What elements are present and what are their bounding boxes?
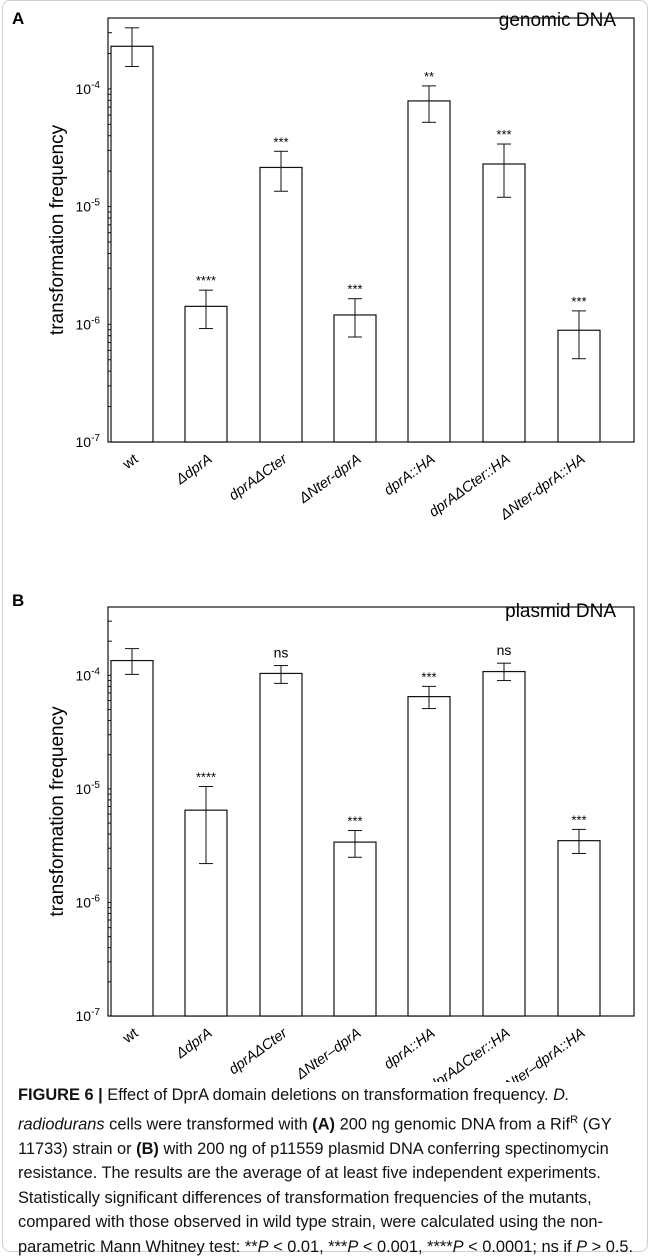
x-tick-label: dprAΔCter — [226, 1025, 291, 1078]
significance-label: *** — [347, 282, 362, 297]
significance-label: *** — [571, 294, 586, 309]
caption-text: < 0.0001; ns if — [463, 1238, 577, 1257]
y-tick-label: 10-5 — [76, 198, 101, 215]
significance-label: *** — [496, 127, 511, 142]
y-tick-label: 10-7 — [76, 1007, 101, 1024]
bar-4 — [407, 696, 451, 1017]
x-tick-label: dprA::HA — [381, 451, 438, 499]
error-bar-5 — [497, 662, 511, 682]
caption-p: P — [452, 1238, 464, 1257]
caption-text: with 200 ng of p11559 plasmid DNA confer… — [18, 1139, 609, 1257]
caption-text: < 0.01, *** — [268, 1238, 348, 1257]
significance-label: *** — [421, 669, 436, 684]
bar-0 — [110, 659, 154, 1017]
caption-p: P — [257, 1238, 269, 1257]
x-tick-label: dprAΔCter::HA — [426, 1025, 513, 1082]
error-bar-2 — [274, 150, 288, 192]
panel-annotation: genomic DNA — [499, 10, 617, 31]
significance-label: *** — [347, 814, 362, 829]
error-bar-3 — [348, 830, 362, 858]
error-bar-3 — [348, 298, 362, 338]
bar-3 — [333, 841, 377, 1017]
caption-text: 200 ng genomic DNA from a Rif — [335, 1115, 571, 1134]
caption-text: (GY 11733) strain or — [18, 1115, 612, 1158]
significance-label: **** — [196, 770, 216, 785]
significance-label: ns — [274, 645, 289, 661]
bar-2 — [259, 672, 303, 1017]
error-bar-4 — [422, 685, 436, 710]
x-tick-label: dprA::HA — [381, 1025, 438, 1073]
significance-label: ** — [424, 69, 434, 84]
y-tick-label: 10-6 — [76, 893, 101, 910]
y-tick-label: 10-4 — [76, 666, 101, 683]
y-tick-label: 10-5 — [76, 780, 101, 797]
y-axis-label: transformation frequency — [47, 706, 68, 917]
y-axis-label: transformation frequency — [47, 124, 68, 335]
y-tick-label: 10-6 — [76, 315, 101, 332]
x-tick-label: ΔdprA — [172, 451, 215, 488]
x-tick-label: ΔNter–dprA — [293, 1025, 365, 1082]
x-tick-label: wt — [119, 451, 141, 473]
x-tick-label: dprAΔCter — [226, 451, 291, 504]
error-bar-2 — [274, 665, 288, 684]
bar-5 — [482, 670, 526, 1017]
bar-6 — [557, 840, 601, 1017]
caption-p: P — [347, 1238, 359, 1257]
figure-caption: FIGURE 6 | Effect of DprA domain deletio… — [18, 1083, 634, 1260]
significance-label: ns — [497, 642, 512, 658]
error-bar-4 — [422, 85, 436, 123]
error-bar-1 — [199, 786, 213, 865]
bar-5 — [482, 163, 526, 443]
significance-label: *** — [273, 134, 288, 149]
caption-label: FIGURE 6 | — [18, 1086, 103, 1104]
significance-label: **** — [196, 273, 216, 288]
caption-superscript: R — [570, 1113, 579, 1126]
bar-0 — [110, 45, 154, 443]
caption-text: > 0.5. — [587, 1238, 634, 1257]
caption-part-b: (B) — [136, 1139, 159, 1158]
x-tick-label: wt — [119, 1025, 141, 1047]
y-tick-label: 10-4 — [76, 80, 101, 97]
caption-p: P — [576, 1238, 588, 1257]
error-bar-0 — [125, 27, 139, 67]
caption-text: < 0.001, **** — [358, 1238, 453, 1257]
error-bar-6 — [572, 828, 586, 854]
bar-4 — [407, 100, 451, 443]
caption-species: D. radiodurans — [18, 1086, 570, 1134]
caption-part-a: (A) — [312, 1115, 336, 1134]
error-bar-6 — [572, 310, 586, 360]
x-tick-label: ΔNter-dprA — [296, 451, 365, 507]
error-bar-1 — [199, 289, 213, 330]
y-tick-label: 10-7 — [76, 433, 101, 450]
error-bar-0 — [125, 648, 139, 675]
significance-label: *** — [571, 812, 586, 827]
x-tick-label: ΔdprA — [172, 1025, 215, 1062]
panel-annotation: plasmid DNA — [505, 601, 616, 622]
bar-2 — [259, 166, 303, 443]
panel-label: B — [12, 591, 24, 610]
error-bar-5 — [497, 143, 511, 198]
caption-text: Effect of DprA domain deletions on trans… — [102, 1086, 554, 1104]
panel-label: A — [12, 9, 24, 28]
caption-text: cells were transformed with — [104, 1115, 313, 1134]
